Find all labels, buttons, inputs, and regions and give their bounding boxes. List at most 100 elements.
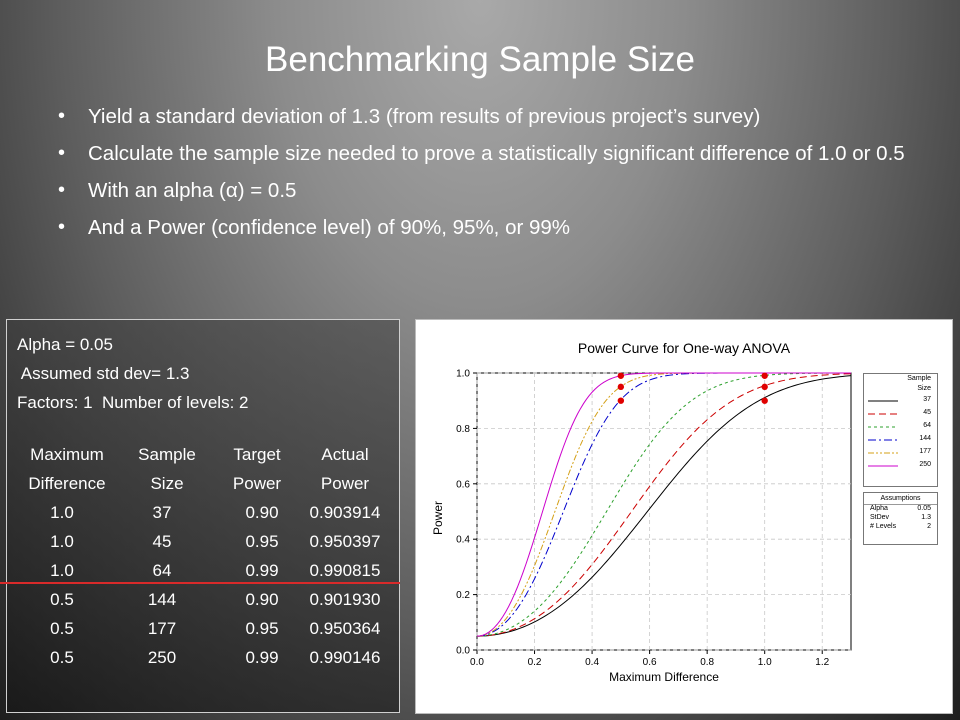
target-point [761, 397, 768, 404]
assumption-value: 2 [927, 523, 931, 530]
chart-canvas: 0.0 0.2 0.4 0.6 0.8 1.0 1.2 0.0 0.2 0.4 0.6 0.8 1.0 [456, 369, 852, 668]
y-tick-label: 0.0 [456, 646, 470, 657]
table-cell: 0.5 [50, 619, 74, 638]
assumption-key: # Levels [870, 523, 897, 530]
table-cell: 64 [152, 561, 172, 580]
legend-entry: 250 [864, 459, 937, 472]
slide-title: Benchmarking Sample Size [265, 40, 695, 79]
table-header: Actual [321, 445, 369, 464]
table-header: Power [320, 474, 370, 493]
power-curve-45 [476, 373, 852, 637]
legend-swatch [868, 439, 898, 441]
table-cell: 144 [147, 590, 177, 609]
target-point [617, 372, 625, 379]
table-cell: 0.95 [245, 619, 279, 638]
x-tick-label: 0.6 [643, 657, 657, 668]
y-tick-label: 0.2 [456, 590, 470, 601]
y-tick-label: 0.8 [456, 424, 470, 435]
factors-line: Factors: 1 Number of levels: 2 [17, 393, 249, 412]
y-tick-label: 1.0 [456, 369, 470, 380]
table-cell: 37 [152, 503, 172, 522]
table-cell: 0.99 [245, 561, 279, 580]
legend-entries: 37 45 64 144 177 250 [864, 394, 937, 472]
assumption-row: StDev 1.3 [864, 514, 937, 523]
legend-entry: 177 [864, 446, 937, 459]
table-cell: 45 [152, 532, 172, 551]
assumptions-box: Assumptions Alpha 0.05 StDev 1.3 # Level… [863, 492, 938, 545]
legend-entry: 64 [864, 420, 937, 433]
legend-swatch [868, 413, 898, 415]
legend-label: 144 [919, 435, 931, 442]
table-cell: 0.90 [245, 590, 279, 609]
bullet-item: Yield a standard deviation of 1.3 (from … [58, 103, 938, 130]
table-cell: 1.0 [50, 561, 74, 580]
legend-swatch [868, 465, 898, 467]
alpha-line: Alpha = 0.05 [17, 335, 113, 354]
legend-entry: 144 [864, 433, 937, 446]
x-tick-label: 1.0 [758, 657, 772, 668]
target-point [617, 397, 625, 404]
legend-swatch [868, 452, 898, 454]
table-cell: 250 [147, 648, 177, 667]
table-cell: 1.0 [50, 532, 74, 551]
legend-label: 177 [919, 448, 931, 455]
assumptions-title: Assumptions [864, 493, 937, 505]
legend-label: 64 [923, 422, 931, 429]
table-cell: 0.901930 [309, 590, 381, 609]
x-tick-label: 0.4 [585, 657, 599, 668]
legend-label: 250 [919, 461, 931, 468]
plot-area [476, 372, 852, 651]
legend: Sample Size 37 45 64 144 177 250 [863, 373, 938, 487]
bullet-item: Calculate the sample size needed to prov… [58, 140, 938, 167]
y-axis-label: Power [431, 500, 445, 535]
chart-title: Power Curve for One-way ANOVA [577, 340, 791, 356]
x-axis-label: Maximum Difference [609, 670, 719, 684]
power-curve-chart: 0.0 0.2 0.4 0.6 0.8 1.0 1.2 0.0 0.2 0.4 0.6 0.8 1.0 … [415, 319, 953, 714]
legend-swatch [868, 426, 898, 428]
table-cell: 0.90 [245, 503, 279, 522]
table-header: Size [150, 474, 184, 493]
table-cell: 0.990815 [309, 561, 381, 580]
y-tick-label: 0.6 [456, 479, 470, 490]
target-point [617, 383, 625, 391]
assumption-key: Alpha [870, 505, 888, 512]
target-point [761, 383, 768, 391]
x-tick-label: 0.0 [470, 657, 484, 668]
results-panel: Alpha = 0.05 Assumed std dev= 1.3 Factor… [6, 319, 400, 713]
bullet-item: With an alpha (α) = 0.5 [58, 177, 938, 204]
target-point [761, 372, 768, 379]
table-cell: 0.990146 [309, 648, 381, 667]
legend-entry: 37 [864, 394, 937, 407]
legend-entry: 45 [864, 407, 937, 420]
table-cell: 0.5 [50, 648, 74, 667]
table-cell: 0.5 [50, 590, 74, 609]
std-dev-line: Assumed std dev= 1.3 [17, 364, 190, 383]
legend-label: 45 [923, 409, 931, 416]
assumption-row: Alpha 0.05 [864, 505, 937, 514]
table-header: Difference [28, 474, 106, 493]
y-tick-label: 0.4 [456, 535, 470, 546]
assumption-key: StDev [870, 514, 890, 521]
power-curve-37 [476, 375, 852, 637]
table-header: Maximum [30, 445, 104, 464]
assumption-value: 1.3 [921, 514, 931, 521]
power-curve-64 [476, 372, 852, 637]
table-cell: 0.99 [245, 648, 279, 667]
bullet-list: Yield a standard deviation of 1.3 (from … [58, 103, 938, 251]
table-cell: 0.95 [245, 532, 279, 551]
power-curve-250 [476, 372, 851, 637]
table-cell: 0.950364 [309, 619, 381, 638]
table-cell: 0.950397 [309, 532, 381, 551]
table-header: Target [233, 445, 281, 464]
assumption-value: 0.05 [917, 505, 931, 512]
x-tick-label: 0.8 [700, 657, 714, 668]
legend-title: Sample [907, 375, 931, 382]
table-cell: 177 [147, 619, 177, 638]
legend-title: Size [917, 385, 931, 392]
table-header: Power [232, 474, 282, 493]
x-tick-label: 0.2 [528, 657, 542, 668]
table-cell: 0.903914 [309, 503, 381, 522]
x-tick-label: 1.2 [815, 657, 829, 668]
legend-swatch [868, 400, 898, 402]
legend-label: 37 [923, 396, 931, 403]
